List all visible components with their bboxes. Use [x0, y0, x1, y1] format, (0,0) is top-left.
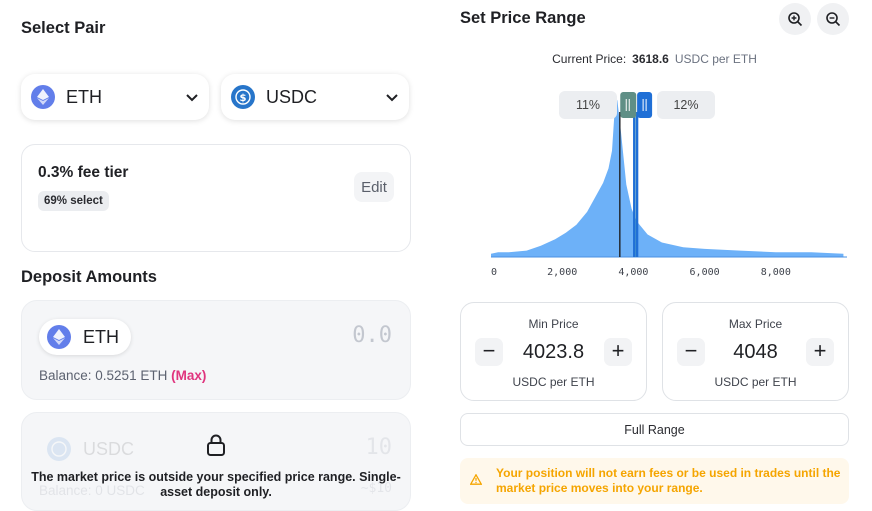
min-range-percent-badge: 11%	[559, 91, 617, 119]
lock-icon	[205, 433, 227, 462]
deposit-usdc-amount: 10	[365, 435, 393, 460]
out-of-range-warning: Your position will not earn fees or be u…	[460, 458, 849, 504]
liquidity-chart[interactable]: 0 2,000 4,000 6,000 8,000	[485, 90, 850, 280]
liquidity-area	[491, 96, 844, 257]
deposit-eth-balance-label: Balance: 0.5251 ETH	[39, 368, 168, 383]
deposit-eth-symbol: ETH	[83, 326, 119, 347]
svg-text:$: $	[240, 93, 247, 104]
select-pair-title: Select Pair	[21, 19, 106, 37]
token-b-symbol: USDC	[266, 86, 318, 107]
selected-range-band	[634, 112, 638, 257]
token-a-selector[interactable]: ETH	[21, 74, 209, 120]
max-price-decrement-button[interactable]: −	[677, 338, 705, 366]
chevron-down-icon	[385, 90, 399, 104]
current-price-label: Current Price:	[552, 52, 627, 66]
price-range-title: Set Price Range	[460, 9, 586, 27]
deposit-usdc-balance: Balance: 0 USDC	[39, 483, 145, 498]
min-price-unit: USDC per ETH	[512, 375, 595, 389]
token-a-symbol: ETH	[66, 86, 102, 107]
deposit-usdc-balance-label: Balance: 0 USDC	[39, 483, 145, 498]
max-range-percent-badge: 12%	[657, 91, 715, 119]
max-price-label: Max Price	[728, 317, 783, 331]
deposit-eth-amount-input[interactable]: 0.0	[352, 323, 392, 348]
single-asset-lock-overlay: The market price is outside your specifi…	[22, 413, 410, 510]
x-tick-label: 4,000	[618, 267, 648, 278]
deposit-amounts-title: Deposit Amounts	[21, 268, 157, 286]
chevron-down-icon	[185, 90, 199, 104]
warning-text: Your position will not earn fees or be u…	[496, 466, 841, 495]
min-price-increment-button[interactable]: +	[604, 338, 632, 366]
deposit-usdc-token: USDC	[39, 431, 146, 467]
x-tick-label: 8,000	[761, 267, 791, 278]
current-price-readout: Current Price: 3618.6 USDC per ETH	[460, 52, 849, 66]
x-tick-label: 0	[491, 267, 497, 278]
min-price-input[interactable]: 4023.8	[522, 341, 585, 363]
fee-tier-selection-badge: 69% select	[38, 191, 109, 211]
deposit-usdc-usd-value: ~$10	[360, 481, 392, 496]
usdc-logo-icon	[47, 437, 71, 461]
eth-logo-icon	[31, 85, 55, 109]
full-range-button[interactable]: Full Range	[460, 413, 849, 446]
x-tick-label: 2,000	[547, 267, 577, 278]
current-price-value: 3618.6	[632, 52, 669, 66]
min-range-handle[interactable]	[620, 92, 637, 118]
min-price-card: Min Price − 4023.8 + USDC per ETH	[460, 302, 647, 401]
min-price-decrement-button[interactable]: −	[475, 338, 503, 366]
lock-message: The market price is outside your specifi…	[31, 470, 401, 499]
liquidity-chart-svg: 0 2,000 4,000 6,000 8,000	[491, 92, 847, 278]
x-tick-label: 6,000	[690, 267, 720, 278]
token-b-selector[interactable]: $ USDC	[221, 74, 409, 120]
min-price-label: Min Price	[528, 317, 579, 331]
zoom-in-icon	[788, 12, 803, 27]
max-price-input[interactable]: 4048	[733, 341, 778, 363]
edit-fee-button[interactable]: Edit	[354, 172, 394, 202]
usdc-logo-icon: $	[231, 85, 255, 109]
max-price-increment-button[interactable]: +	[806, 338, 834, 366]
zoom-out-icon	[826, 12, 841, 27]
max-price-unit: USDC per ETH	[714, 375, 797, 389]
zoom-out-button[interactable]	[817, 3, 849, 35]
max-button[interactable]: (Max)	[171, 368, 207, 383]
max-range-handle[interactable]	[637, 92, 653, 118]
deposit-eth-token: ETH	[39, 319, 131, 355]
deposit-usdc-symbol: USDC	[83, 438, 135, 459]
warning-icon	[469, 472, 483, 490]
zoom-in-button[interactable]	[779, 3, 811, 35]
deposit-eth-balance: Balance: 0.5251 ETH (Max)	[39, 368, 206, 383]
fee-tier-card: 0.3% fee tier 69% select Edit	[21, 144, 411, 252]
max-price-card: Max Price − 4048 + USDC per ETH	[662, 302, 849, 401]
eth-logo-icon	[47, 325, 71, 349]
deposit-eth-card: ETH 0.0 Balance: 0.5251 ETH (Max)	[21, 300, 411, 400]
current-price-unit: USDC per ETH	[674, 52, 757, 66]
fee-tier-title: 0.3% fee tier	[38, 164, 129, 181]
deposit-usdc-card: USDC 10 Balance: 0 USDC ~$10 The market …	[21, 412, 411, 511]
